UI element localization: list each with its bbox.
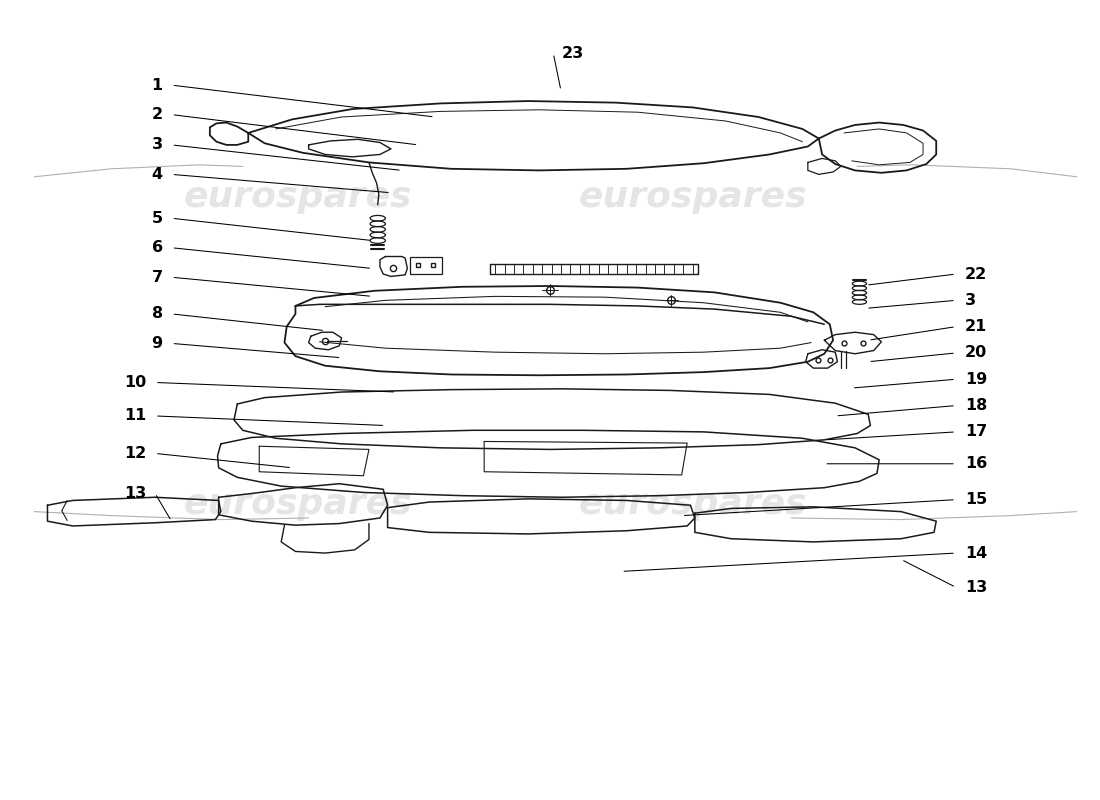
Text: 20: 20 xyxy=(965,346,987,361)
Text: 22: 22 xyxy=(965,266,987,282)
Text: 14: 14 xyxy=(965,546,987,561)
Text: 15: 15 xyxy=(965,492,987,507)
Text: eurospares: eurospares xyxy=(579,180,807,214)
Text: 3: 3 xyxy=(965,293,976,308)
Text: eurospares: eurospares xyxy=(184,180,412,214)
Text: 1: 1 xyxy=(152,78,163,93)
Text: eurospares: eurospares xyxy=(579,486,807,521)
Text: 13: 13 xyxy=(965,580,987,595)
Text: 5: 5 xyxy=(152,210,163,226)
Text: 23: 23 xyxy=(562,46,584,61)
Text: 7: 7 xyxy=(152,270,163,285)
Text: 6: 6 xyxy=(152,240,163,255)
Text: 13: 13 xyxy=(124,486,146,501)
Text: 19: 19 xyxy=(965,372,987,386)
Text: 10: 10 xyxy=(124,375,146,390)
Bar xyxy=(409,257,442,274)
Text: 16: 16 xyxy=(965,456,987,471)
Text: 4: 4 xyxy=(152,167,163,182)
Text: 9: 9 xyxy=(152,336,163,351)
Text: 3: 3 xyxy=(152,138,163,152)
Text: 12: 12 xyxy=(124,446,146,461)
Text: 11: 11 xyxy=(124,409,146,423)
Text: eurospares: eurospares xyxy=(184,486,412,521)
Text: 21: 21 xyxy=(965,319,987,334)
Text: 18: 18 xyxy=(965,398,987,413)
Text: 8: 8 xyxy=(152,306,163,322)
Text: 2: 2 xyxy=(152,107,163,122)
Text: 17: 17 xyxy=(965,424,987,439)
